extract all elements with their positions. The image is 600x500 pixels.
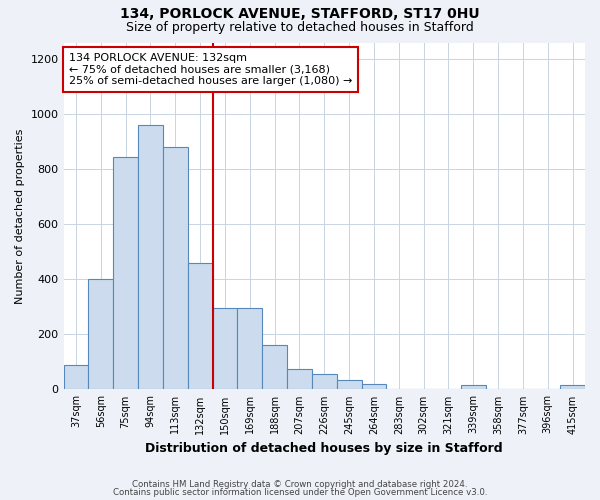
Bar [337, 380, 362, 390]
Text: 134, PORLOCK AVENUE, STAFFORD, ST17 0HU: 134, PORLOCK AVENUE, STAFFORD, ST17 0HU [120, 8, 480, 22]
Bar [238, 308, 262, 390]
Bar [88, 280, 113, 390]
Bar [163, 147, 188, 390]
Text: 134 PORLOCK AVENUE: 132sqm
← 75% of detached houses are smaller (3,168)
25% of s: 134 PORLOCK AVENUE: 132sqm ← 75% of deta… [69, 53, 352, 86]
X-axis label: Distribution of detached houses by size in Stafford: Distribution of detached houses by size … [145, 442, 503, 455]
Y-axis label: Number of detached properties: Number of detached properties [15, 128, 25, 304]
Bar [212, 308, 238, 390]
Bar [64, 364, 88, 390]
Bar [560, 386, 585, 390]
Bar [362, 384, 386, 390]
Bar [287, 369, 312, 390]
Text: Contains HM Land Registry data © Crown copyright and database right 2024.: Contains HM Land Registry data © Crown c… [132, 480, 468, 489]
Bar [461, 386, 485, 390]
Bar [188, 263, 212, 390]
Bar [138, 125, 163, 390]
Bar [113, 157, 138, 390]
Text: Size of property relative to detached houses in Stafford: Size of property relative to detached ho… [126, 21, 474, 34]
Text: Contains public sector information licensed under the Open Government Licence v3: Contains public sector information licen… [113, 488, 487, 497]
Bar [262, 346, 287, 390]
Bar [312, 374, 337, 390]
